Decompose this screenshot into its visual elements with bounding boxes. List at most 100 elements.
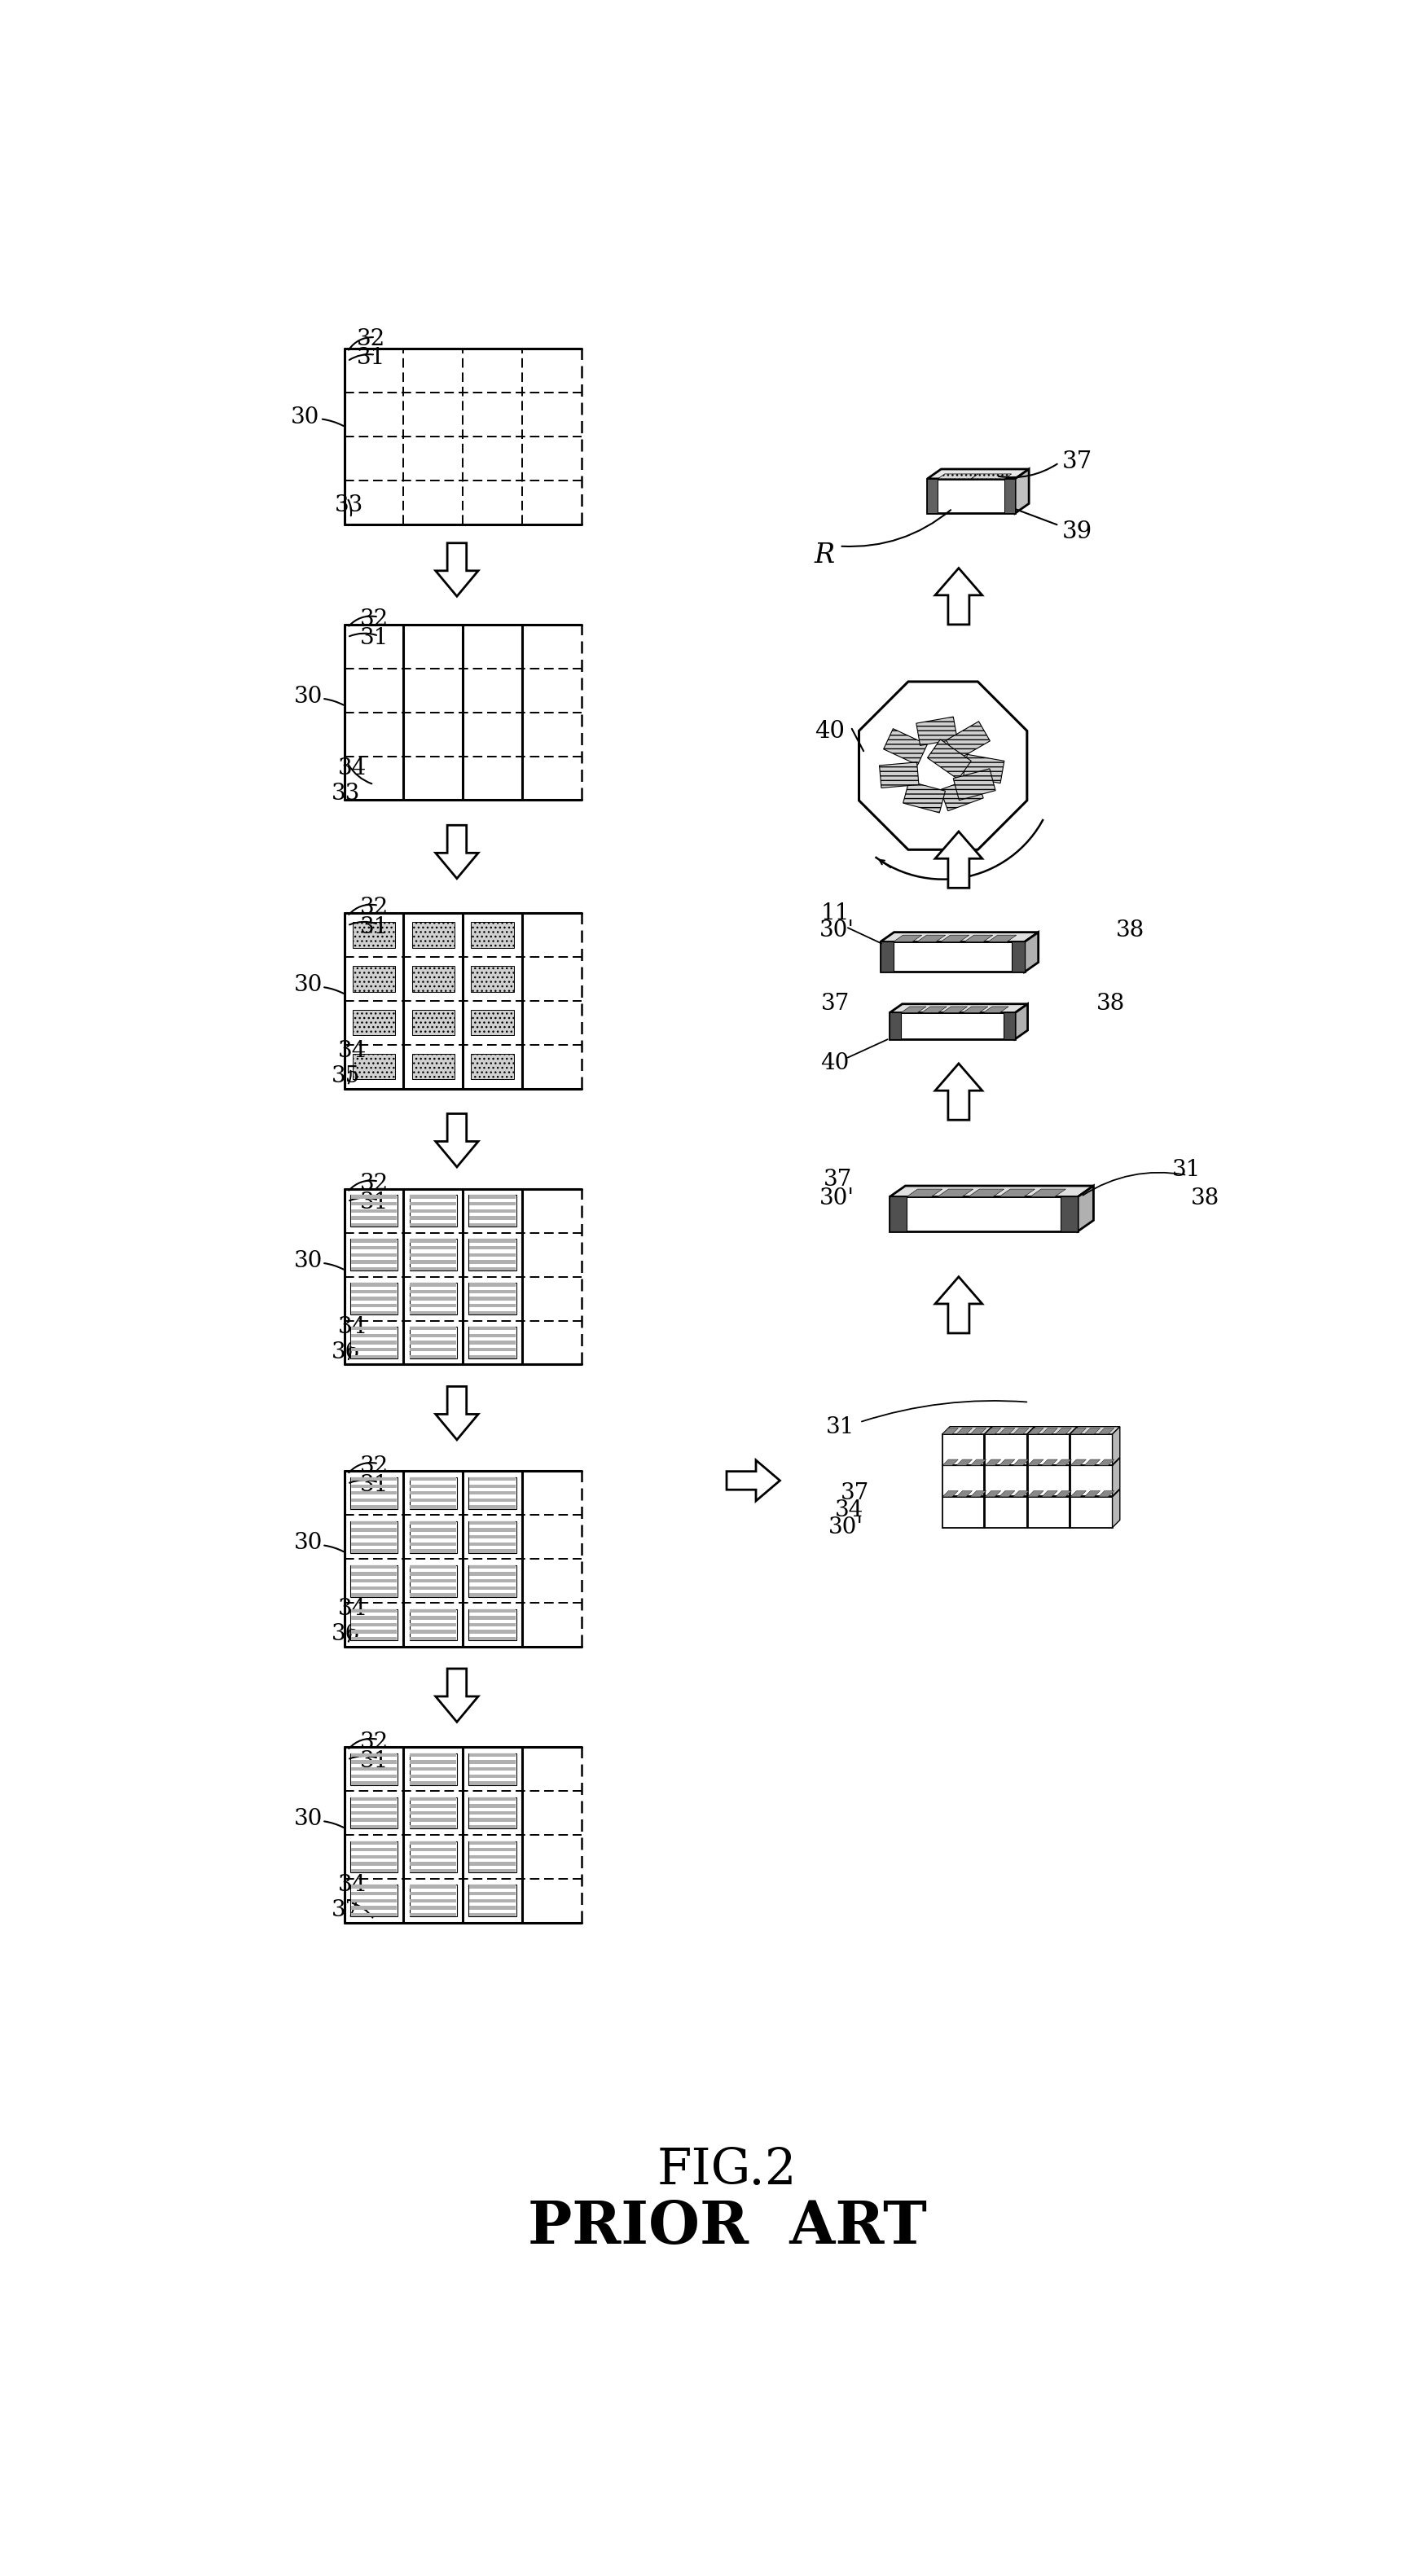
Bar — [410, 1906, 457, 1909]
Bar — [412, 966, 454, 992]
Polygon shape — [1027, 1492, 1043, 1497]
Polygon shape — [1070, 1492, 1086, 1497]
Bar — [410, 1216, 457, 1218]
Bar — [410, 1528, 457, 1533]
Bar — [410, 1267, 457, 1270]
Polygon shape — [942, 1461, 958, 1466]
Bar — [350, 1819, 397, 1821]
Bar — [410, 1543, 457, 1546]
Bar — [410, 1623, 457, 1625]
Bar — [470, 1239, 515, 1242]
Bar — [410, 1548, 457, 1553]
Text: 34: 34 — [338, 1316, 366, 1337]
Bar — [410, 1914, 457, 1917]
Circle shape — [902, 788, 914, 799]
Bar — [942, 1497, 985, 1528]
Bar — [350, 1842, 397, 1873]
Polygon shape — [941, 935, 969, 943]
Polygon shape — [941, 778, 983, 811]
Bar — [350, 1891, 397, 1896]
Bar — [350, 1342, 397, 1345]
Polygon shape — [985, 1489, 1034, 1497]
Polygon shape — [436, 1113, 478, 1167]
Bar — [350, 1548, 397, 1553]
Bar — [350, 1484, 397, 1489]
Text: 34: 34 — [338, 757, 366, 781]
Polygon shape — [1015, 469, 1029, 513]
Polygon shape — [1015, 1005, 1027, 1038]
Bar — [1027, 1497, 1070, 1528]
Bar — [410, 1260, 457, 1265]
Bar — [410, 1247, 457, 1249]
Bar — [410, 1504, 457, 1510]
Polygon shape — [968, 1190, 1005, 1198]
Text: 30: 30 — [294, 974, 322, 997]
Bar — [350, 1914, 397, 1917]
Polygon shape — [942, 1007, 968, 1012]
Polygon shape — [890, 1185, 1094, 1198]
Bar — [470, 1543, 515, 1546]
Polygon shape — [935, 832, 982, 889]
Bar — [350, 1522, 397, 1553]
Bar — [470, 1571, 515, 1577]
Bar — [470, 1260, 515, 1265]
Bar — [350, 1798, 397, 1801]
Bar — [350, 1811, 397, 1814]
Bar — [410, 1819, 457, 1821]
Bar — [350, 1754, 397, 1785]
Bar — [350, 1528, 397, 1533]
Bar — [470, 1296, 515, 1301]
Bar — [410, 1587, 457, 1589]
Polygon shape — [1112, 1458, 1120, 1497]
Bar — [350, 1592, 397, 1597]
Bar — [410, 1492, 457, 1494]
Bar — [350, 1842, 397, 1844]
Bar — [350, 1798, 397, 1829]
Polygon shape — [1027, 1427, 1034, 1466]
Circle shape — [969, 791, 981, 804]
Bar — [350, 1476, 397, 1481]
Bar — [468, 1522, 517, 1553]
Polygon shape — [935, 1278, 982, 1334]
Bar — [350, 1535, 397, 1538]
Polygon shape — [942, 1427, 992, 1435]
Polygon shape — [942, 1458, 992, 1466]
Polygon shape — [988, 935, 1016, 943]
Polygon shape — [880, 933, 1039, 943]
Bar — [890, 1012, 901, 1038]
Polygon shape — [917, 716, 958, 744]
Polygon shape — [1084, 1461, 1100, 1466]
Bar — [410, 1592, 457, 1597]
Bar — [350, 1311, 397, 1314]
Bar — [410, 1208, 457, 1213]
Text: 39: 39 — [1063, 520, 1093, 544]
Polygon shape — [954, 768, 996, 801]
Text: 30': 30' — [819, 920, 854, 943]
Bar — [350, 1327, 397, 1358]
Text: 31: 31 — [359, 1473, 389, 1497]
Polygon shape — [880, 762, 920, 788]
Polygon shape — [1027, 1489, 1077, 1497]
Bar — [410, 1347, 457, 1352]
Bar — [985, 1435, 1027, 1466]
Polygon shape — [1042, 1427, 1057, 1435]
Bar — [350, 1195, 397, 1226]
Bar — [410, 1826, 457, 1829]
Bar — [410, 1355, 457, 1358]
Bar — [1027, 1466, 1070, 1497]
Bar — [350, 1638, 397, 1641]
Bar — [350, 1203, 397, 1206]
Polygon shape — [1112, 1427, 1120, 1466]
Bar — [942, 1435, 985, 1466]
Text: 30: 30 — [294, 1533, 322, 1553]
Bar — [350, 1476, 397, 1510]
Bar — [1027, 1435, 1070, 1466]
Bar — [470, 1899, 515, 1904]
Bar — [350, 1623, 397, 1625]
Polygon shape — [907, 1190, 942, 1198]
Bar — [350, 1767, 397, 1770]
Bar — [470, 1914, 515, 1917]
Bar — [470, 1870, 515, 1873]
Bar — [410, 1759, 457, 1765]
Bar — [928, 479, 1015, 513]
